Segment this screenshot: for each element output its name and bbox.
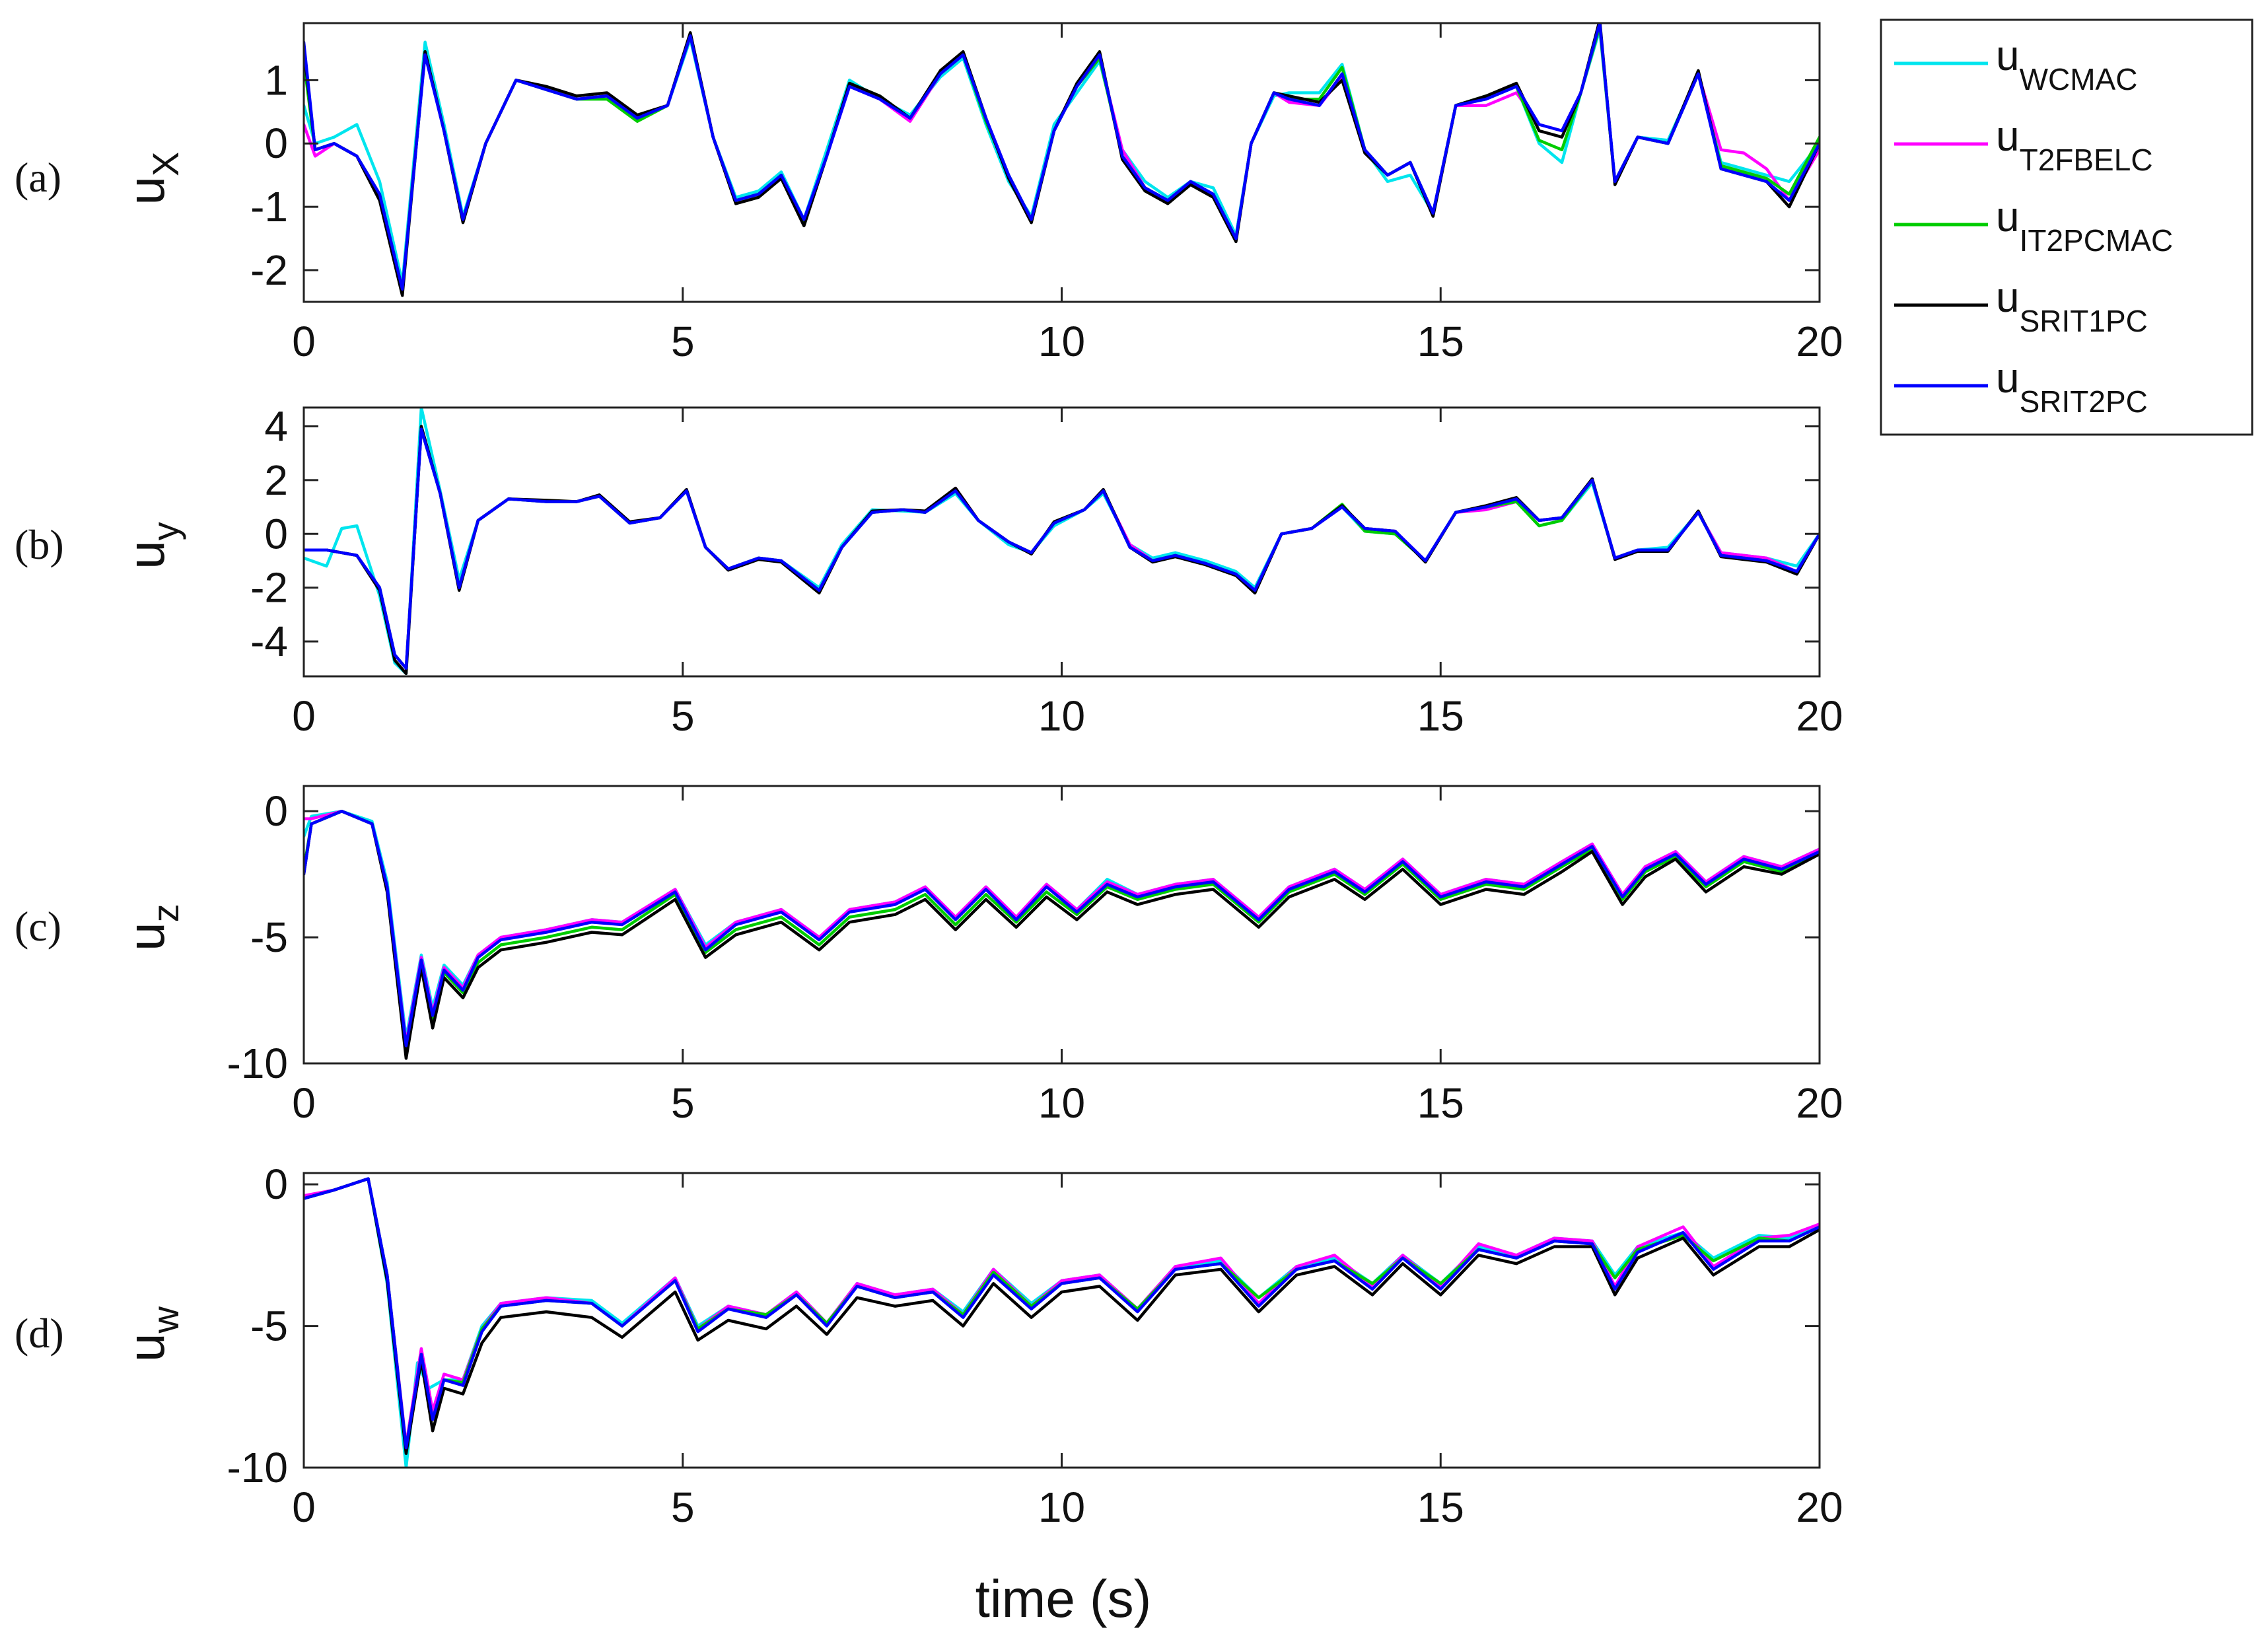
series-line-it2pcmac — [304, 427, 1820, 670]
legend-label-t2fbelc: uT2FBELC — [1996, 112, 2153, 177]
y-tick-label: -4 — [250, 618, 288, 665]
y-tick-label: -5 — [250, 913, 288, 961]
legend-label-subscript: SRIT2PC — [2020, 384, 2148, 419]
series-line-wcmac — [304, 28, 1820, 285]
y-tick-label: 0 — [264, 510, 288, 557]
x-tick-label: 15 — [1417, 692, 1464, 740]
y-axis-label-base: u — [117, 1334, 175, 1362]
series-group — [304, 809, 1820, 1060]
y-axis-label: uw — [117, 1306, 186, 1362]
y-axis-label-base: u — [117, 922, 175, 950]
series-line-srit1pc — [304, 425, 1820, 676]
panel-label: (b) — [15, 521, 64, 568]
x-tick-label: 15 — [1417, 318, 1464, 365]
x-tick-label: 20 — [1796, 1079, 1843, 1127]
y-tick-label: -10 — [227, 1040, 289, 1087]
x-tick-label: 20 — [1796, 1483, 1843, 1531]
panel-label: (a) — [15, 154, 61, 201]
panel-3: 0 5 10 15 20 0 -5 -10 (c) uz — [15, 785, 1843, 1127]
y-axis-label-subscript: X — [145, 152, 186, 176]
x-tick-label: 10 — [1038, 692, 1085, 740]
x-tick-label: 5 — [671, 692, 695, 740]
y-tick-label: -2 — [250, 564, 288, 612]
panel-label: (d) — [15, 1310, 64, 1357]
series-line-srit2pc — [304, 23, 1820, 291]
series-line-t2fbelc — [304, 1177, 1820, 1446]
legend-label-subscript: SRIT1PC — [2020, 304, 2148, 338]
legend-label-wcmac: uWCMAC — [1996, 32, 2137, 96]
series-line-srit1pc — [304, 809, 1820, 1060]
legend-box — [1880, 18, 2253, 436]
y-axis-label-subscript: w — [145, 1306, 186, 1334]
series-line-t2fbelc — [304, 809, 1820, 1045]
y-tick-label: -1 — [250, 183, 288, 231]
series-line-srit2pc — [304, 809, 1820, 1048]
y-axis-label-base: u — [117, 540, 175, 569]
series-line-t2fbelc — [304, 24, 1820, 291]
y-axis-label: uX — [117, 152, 186, 205]
x-tick-label: 5 — [671, 1483, 695, 1531]
series-line-srit1pc — [304, 23, 1820, 297]
x-tick-label: 10 — [1038, 318, 1085, 365]
axes-frame — [302, 785, 1821, 1065]
y-tick-label: 0 — [264, 1160, 288, 1208]
series-line-it2pcmac — [304, 24, 1820, 291]
legend-label-base: u — [1996, 32, 2020, 79]
y-tick-label: -10 — [227, 1444, 289, 1491]
panel-4: 0 5 10 15 20 0 -5 -10 (d) uw — [15, 1160, 1843, 1531]
x-tick-label: 20 — [1796, 692, 1843, 740]
legend-label-base: u — [1996, 112, 2020, 160]
series-line-srit2pc — [304, 1177, 1820, 1450]
axes-frame — [302, 22, 1821, 303]
series-group — [304, 408, 1820, 676]
y-axis-label-subscript: z — [145, 904, 186, 922]
series-line-srit1pc — [304, 1177, 1820, 1455]
x-tick-label: 0 — [292, 1483, 316, 1531]
series-group — [304, 1177, 1820, 1468]
legend-label-subscript: T2FBELC — [2020, 143, 2153, 177]
x-tick-label: 0 — [292, 318, 316, 365]
y-tick-label: 0 — [264, 787, 288, 835]
y-axis-label-base: u — [117, 176, 175, 205]
series-line-wcmac — [304, 408, 1820, 676]
x-tick-label: 0 — [292, 692, 316, 740]
legend-label-subscript: WCMAC — [2020, 62, 2138, 96]
legend-label-it2pcmac: uIT2PCMAC — [1996, 193, 2173, 258]
y-tick-label: 0 — [264, 120, 288, 167]
y-axis-label-subscript: y — [145, 522, 186, 540]
y-axis-label: uz — [117, 904, 186, 950]
legend-label-base: u — [1996, 273, 2020, 321]
panel-label: (c) — [15, 903, 61, 950]
x-tick-label: 15 — [1417, 1483, 1464, 1531]
y-tick-label: 2 — [264, 456, 288, 504]
x-tick-label: 20 — [1796, 318, 1843, 365]
legend-label-srit1pc: uSRIT1PC — [1996, 273, 2148, 338]
x-tick-label: 10 — [1038, 1079, 1085, 1127]
series-line-wcmac — [304, 1177, 1820, 1468]
legend-label-base: u — [1996, 193, 2020, 240]
y-tick-label: -2 — [250, 246, 288, 294]
x-tick-label: 5 — [671, 318, 695, 365]
series-line-t2fbelc — [304, 427, 1820, 670]
y-axis-label: uy — [117, 522, 186, 569]
series-group — [304, 23, 1820, 297]
y-tick-label: 4 — [264, 402, 288, 450]
legend-label-srit2pc: uSRIT2PC — [1996, 354, 2148, 419]
x-axis-label: time (s) — [975, 1569, 1152, 1628]
x-tick-label: 0 — [292, 1079, 316, 1127]
y-tick-label: 1 — [264, 56, 288, 104]
series-line-srit2pc — [304, 427, 1820, 670]
legend-label-base: u — [1996, 354, 2020, 402]
axes-frame — [302, 1172, 1821, 1469]
legend-label-subscript: IT2PCMAC — [2020, 223, 2174, 258]
x-tick-label: 5 — [671, 1079, 695, 1127]
axes-frame — [302, 406, 1821, 678]
y-tick-label: -5 — [250, 1302, 288, 1350]
x-tick-label: 10 — [1038, 1483, 1085, 1531]
x-tick-label: 15 — [1417, 1079, 1464, 1127]
